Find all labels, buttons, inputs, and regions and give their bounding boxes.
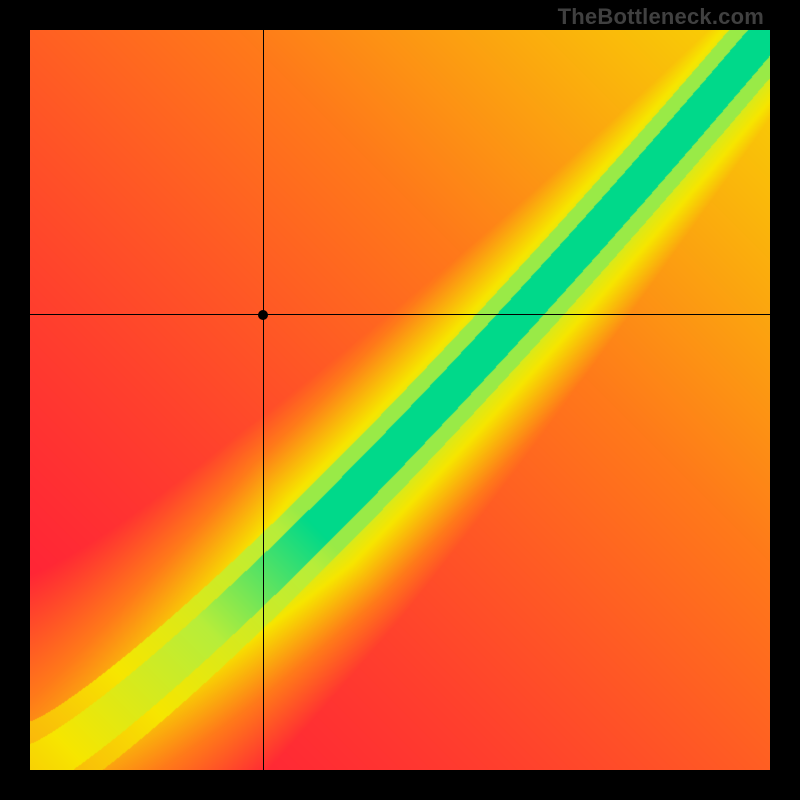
crosshair-horizontal: [30, 314, 770, 315]
heatmap-canvas: [30, 30, 770, 770]
crosshair-vertical: [263, 30, 264, 770]
watermark-text: TheBottleneck.com: [558, 4, 764, 30]
plot-area: [30, 30, 770, 770]
marker-dot: [258, 310, 268, 320]
